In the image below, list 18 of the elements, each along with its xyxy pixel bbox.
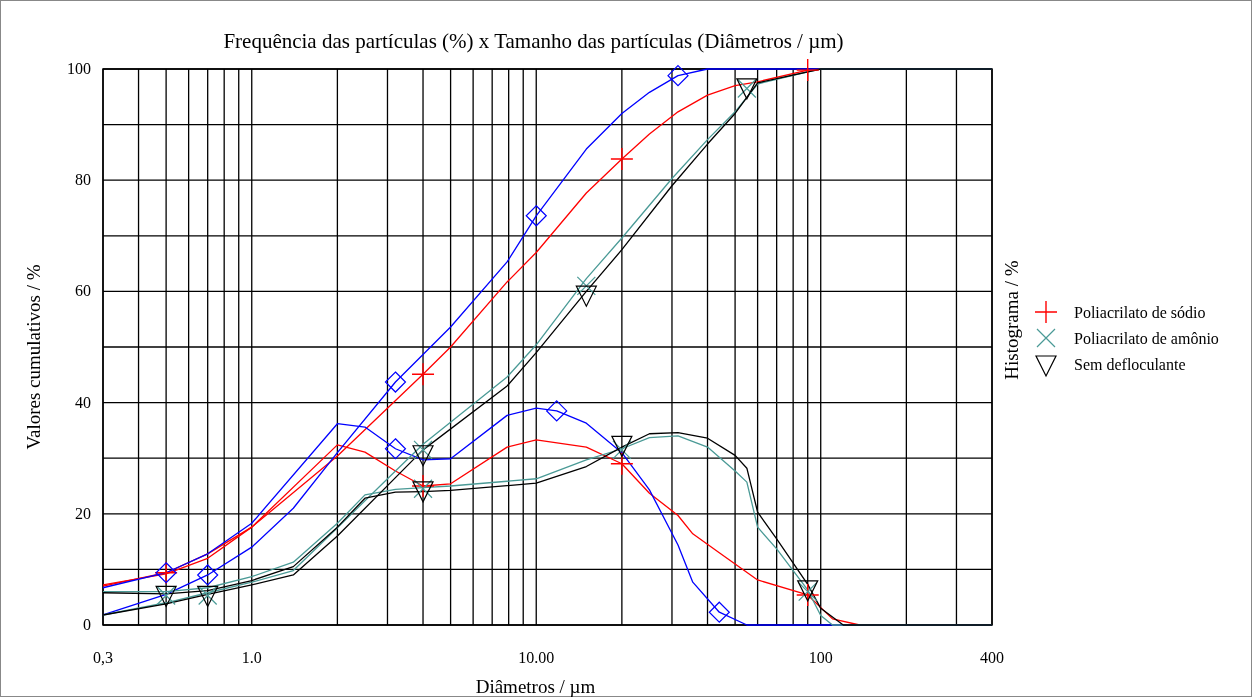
y-tick-label: 60 (75, 282, 91, 300)
y2-axis-title: Histograma / % (1001, 260, 1022, 380)
legend-label: Sem defloculante (1074, 356, 1186, 373)
x-tick-label: 1.0 (241, 649, 262, 666)
x-tick-label: 100 (808, 649, 833, 666)
y-tick-label: 0 (83, 616, 91, 633)
legend-label: Poliacrilato de sódio (1074, 304, 1206, 321)
y-tick-label: 40 (75, 393, 91, 411)
y-tick-label: 20 (75, 504, 91, 522)
chart-title: Frequência das partículas (%) x Tamanho das partículas (Diâmetros / µm) (223, 29, 844, 53)
x-tick-label: 0,3 (93, 649, 113, 666)
y-tick-label: 100 (67, 60, 91, 77)
y-axis-title: Valores cumulativos / % (23, 264, 44, 450)
legend-label: Poliacrilato de amônio (1074, 330, 1219, 347)
x-axis-title: Diâmetros / µm (475, 676, 596, 697)
x-tick-label: 400 (980, 649, 1004, 666)
y-tick-label: 80 (75, 171, 91, 189)
x-tick-label: 10.00 (518, 649, 555, 666)
